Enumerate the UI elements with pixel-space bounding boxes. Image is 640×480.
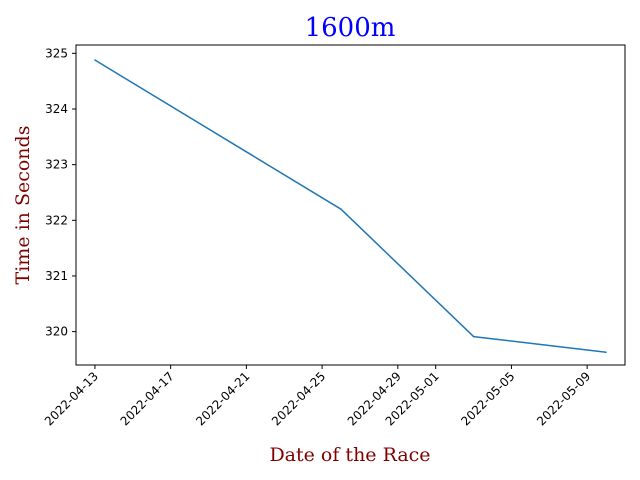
data-point <box>340 208 342 210</box>
x-axis-ticks: 2022-04-13 2022-04-17 2022-04-21 2022-04-25… <box>42 365 593 428</box>
series-line <box>94 59 607 353</box>
x-tick-label: 2022-04-17 <box>118 369 177 428</box>
y-tick-label: 320 <box>45 325 68 339</box>
x-axis-label: Date of the Race <box>269 444 430 466</box>
x-tick-label: 2022-05-05 <box>458 369 517 428</box>
y-tick-label: 323 <box>45 158 68 172</box>
x-tick-label: 2022-04-25 <box>269 369 328 428</box>
data-point <box>605 351 607 353</box>
y-axis-ticks: 320 321 322 323 324 325 <box>45 46 76 339</box>
y-axis-label: Time in Seconds <box>12 126 34 285</box>
series-layer <box>94 59 607 353</box>
x-tick-label: 2022-04-21 <box>193 369 252 428</box>
y-tick-label: 324 <box>45 102 68 116</box>
data-point <box>94 59 96 61</box>
x-tick-label: 2022-05-09 <box>534 369 593 428</box>
x-tick-label: 2022-04-13 <box>42 369 101 428</box>
y-tick-label: 321 <box>45 269 68 283</box>
y-tick-label: 322 <box>45 213 68 227</box>
chart-title: 1600m <box>305 13 396 43</box>
plot-frame <box>75 44 626 366</box>
y-tick-label: 325 <box>45 46 68 60</box>
data-point <box>472 335 475 338</box>
